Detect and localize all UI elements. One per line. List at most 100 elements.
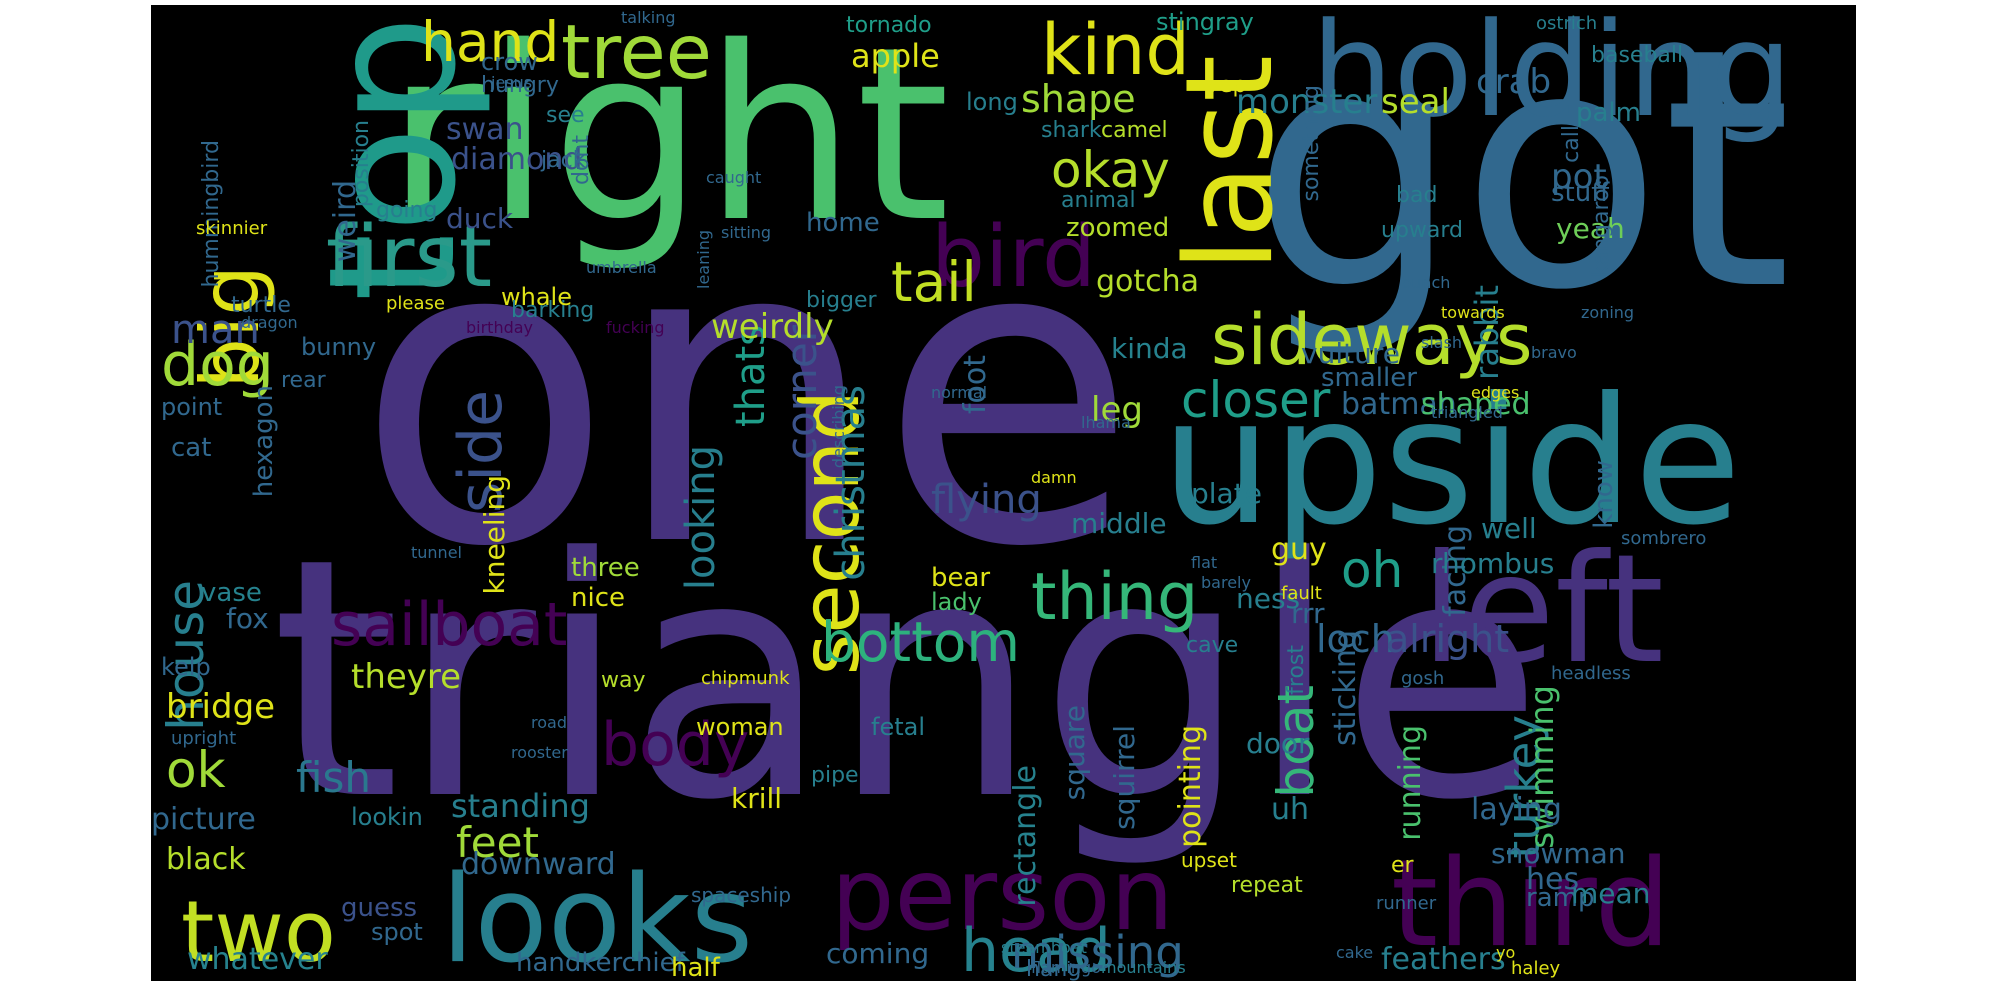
word-whale: whale (501, 283, 572, 311)
word-hummingbird: hummingbird (199, 140, 224, 288)
word-repeat: repeat (1231, 873, 1303, 898)
word-alright: alright (1386, 617, 1510, 661)
word-kelp: kelp (161, 653, 211, 681)
word-zoomed: zoomed (1066, 213, 1170, 243)
word-bird: bird (931, 208, 1096, 307)
word-swan: swan (446, 112, 524, 147)
word-barking: barking (511, 298, 595, 323)
word-cake: cake (1336, 943, 1374, 962)
word-hang: hang (1026, 957, 1082, 981)
word-yeah: yeah (1556, 212, 1625, 245)
word-ramp: ramp (1526, 883, 1595, 913)
word-triangle: triangle (271, 488, 1544, 872)
word-upset: upset (1181, 848, 1237, 872)
word-road: road (531, 713, 567, 732)
word-dragon: dragon (241, 313, 298, 332)
word-ness: ness (1236, 582, 1301, 615)
word-stuff: stuff (1551, 178, 1610, 208)
word-home: home (806, 208, 880, 238)
word-way: way (601, 668, 646, 693)
word-headless: headless (1551, 663, 1631, 684)
word-square: square (1058, 705, 1091, 801)
word-third: third (1391, 835, 1671, 974)
word-leaning: leaning (694, 230, 713, 289)
word-bear: bear (931, 563, 991, 593)
word-tornado: tornado (846, 13, 932, 38)
word-duck: duck (446, 202, 514, 235)
word-seal: seal (1381, 82, 1450, 122)
word-animal: animal (1061, 188, 1136, 213)
word-half: half (671, 953, 720, 981)
word-running: running (1393, 725, 1428, 841)
word-know: know (1589, 460, 1619, 529)
word-rooster: rooster (511, 743, 568, 762)
word-cave: cave (1186, 633, 1239, 658)
word-weirdly: weirdly (711, 307, 834, 347)
word-squirrel: squirrel (1108, 725, 1141, 830)
word-cat: cat (171, 433, 212, 463)
word-ostrich: ostrich (1536, 13, 1598, 34)
word-nice: nice (571, 583, 625, 613)
word-stingray: stingray (1156, 8, 1254, 36)
word-plate: plate (1191, 477, 1262, 510)
word-coming: coming (826, 937, 930, 970)
word-feathers: feathers (1381, 942, 1506, 977)
word-skinnier: skinnier (196, 218, 268, 239)
word-flamingo: flamingo (1031, 958, 1101, 977)
word-call: call (1559, 125, 1584, 163)
word-crab: crab (1476, 62, 1552, 102)
word-haley: haley (1511, 958, 1561, 979)
word-shaped: shaped (1421, 387, 1531, 422)
word-dont: dont (569, 135, 594, 185)
word-describing: describing (829, 385, 848, 469)
word-left: left (1421, 523, 1664, 697)
word-rrr: rrr (1291, 597, 1325, 630)
word-bunny: bunny (301, 333, 377, 361)
word-tunnel: tunnel (411, 543, 462, 562)
word-feet: feet (456, 818, 539, 867)
word-well: well (1481, 512, 1537, 545)
word-bunch: bunch (1401, 273, 1451, 292)
word-please: please (386, 293, 445, 314)
word-lhama: lhama (1081, 413, 1131, 432)
word-fox: fox (226, 602, 269, 635)
word-hand: hand (421, 10, 560, 74)
word-ok: ok (166, 741, 226, 799)
word-fucking: fucking (606, 318, 665, 337)
word-bridge: bridge (166, 687, 276, 727)
word-krill: krill (731, 782, 783, 815)
word-got: got (1251, 5, 1792, 362)
word-zoning: zoning (1581, 303, 1635, 322)
word-vase: vase (201, 578, 262, 608)
word-crow: crow (481, 48, 538, 76)
word-sombrero: sombrero (1621, 528, 1707, 549)
word-rectangle: rectangle (1008, 765, 1043, 907)
word-birthday: birthday (466, 318, 534, 337)
word-uh: uh (1271, 792, 1310, 827)
word-right: right (386, 5, 950, 275)
word-leg: leg (1091, 390, 1143, 430)
word-long: long (966, 88, 1018, 116)
word-lookin: lookin (351, 803, 423, 831)
word-spaceship: spaceship (691, 883, 792, 907)
word-fish: fish (296, 753, 371, 802)
word-bigger: bigger (806, 288, 877, 313)
word-kneeling: kneeling (478, 475, 511, 595)
word-flat: flat (1191, 553, 1218, 572)
word-missing: missing (1011, 926, 1184, 979)
word-middle: middle (1071, 507, 1167, 540)
word-caught: caught (706, 168, 762, 187)
word-first: first (326, 208, 493, 307)
word-gosh: gosh (1401, 668, 1445, 689)
word-palm: palm (1576, 98, 1641, 128)
word-one: one (356, 150, 1138, 639)
word-hungry: hungry (481, 73, 559, 98)
word-sailboat: sailboat (331, 590, 568, 660)
word-two: two (181, 883, 336, 981)
word-sticking: sticking (1328, 630, 1363, 746)
word-downward: downward (461, 847, 616, 882)
word-chipmunk: chipmunk (701, 668, 790, 689)
word-dog: dog (161, 330, 274, 400)
word-head: head (961, 916, 1111, 981)
word-vulture: vulture (1301, 337, 1400, 370)
